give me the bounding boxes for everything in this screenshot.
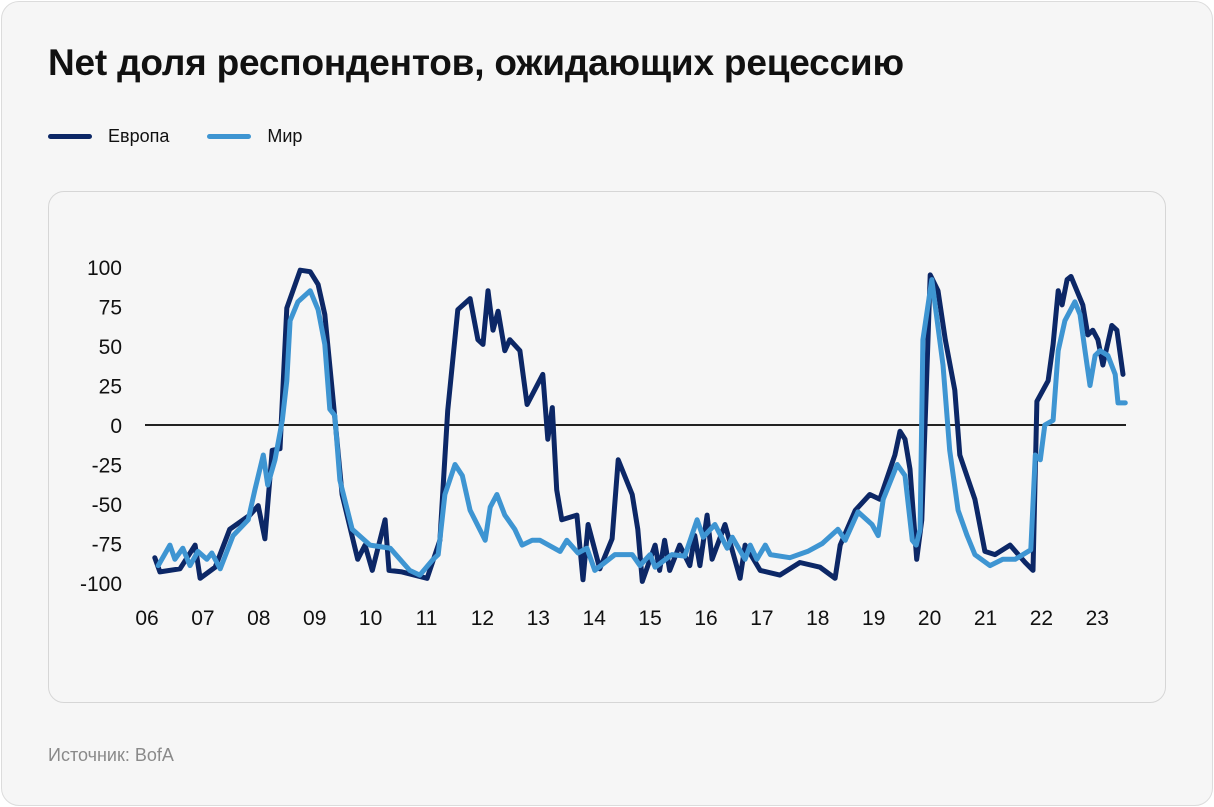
legend-swatch-europe bbox=[48, 134, 92, 139]
x-tick-label: 18 bbox=[806, 607, 829, 630]
plot-card bbox=[48, 191, 1166, 703]
x-tick-label: 09 bbox=[303, 607, 326, 630]
chart-title: Net доля респондентов, ожидающих рецесси… bbox=[48, 42, 904, 83]
x-tick-label: 12 bbox=[471, 607, 494, 630]
x-tick-label: 21 bbox=[974, 607, 997, 630]
y-tick-label: 100 bbox=[87, 257, 122, 280]
x-tick-label: 06 bbox=[135, 607, 158, 630]
y-tick-label: -25 bbox=[92, 455, 122, 478]
x-tick-label: 19 bbox=[862, 607, 885, 630]
x-tick-label: 22 bbox=[1030, 607, 1053, 630]
y-tick-label: -100 bbox=[80, 573, 122, 596]
y-tick-label: 25 bbox=[99, 376, 122, 399]
source-note: Источник: BofA bbox=[48, 745, 174, 765]
x-tick-label: 13 bbox=[527, 607, 550, 630]
x-tick-label: 15 bbox=[638, 607, 661, 630]
x-tick-label: 08 bbox=[247, 607, 270, 630]
x-tick-label: 11 bbox=[416, 607, 438, 630]
x-tick-label: 07 bbox=[191, 607, 214, 630]
x-tick-label: 23 bbox=[1086, 607, 1109, 630]
legend-label-europe: Европа bbox=[108, 126, 170, 146]
legend-item-world: Мир bbox=[207, 126, 302, 147]
y-tick-label: 0 bbox=[110, 415, 122, 438]
legend-item-europe: Европа bbox=[48, 126, 169, 147]
legend-label-world: Мир bbox=[267, 126, 303, 146]
x-tick-label: 10 bbox=[359, 607, 382, 630]
y-tick-label: 50 bbox=[99, 336, 122, 359]
y-tick-label: 75 bbox=[99, 297, 122, 320]
x-tick-label: 16 bbox=[694, 607, 717, 630]
x-tick-label: 20 bbox=[918, 607, 941, 630]
x-tick-label: 17 bbox=[750, 607, 773, 630]
y-tick-label: -50 bbox=[92, 494, 122, 517]
legend: Европа Мир bbox=[48, 126, 340, 147]
legend-swatch-world bbox=[207, 134, 252, 139]
x-tick-label: 14 bbox=[583, 607, 607, 630]
series-line-world bbox=[155, 277, 1128, 578]
y-tick-label: -75 bbox=[92, 534, 122, 557]
